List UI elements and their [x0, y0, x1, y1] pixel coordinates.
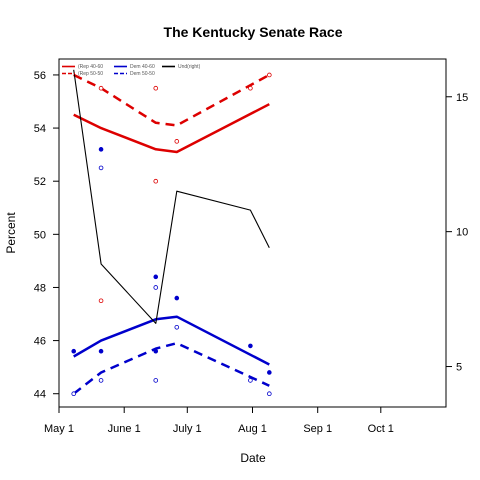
y-tick-label: 48: [34, 282, 46, 294]
series-lines: [72, 69, 270, 395]
data-point: [153, 378, 159, 383]
data-point: [248, 85, 253, 91]
data-point: [98, 378, 104, 383]
data-point: [98, 147, 104, 152]
series-line-4: [72, 341, 270, 395]
data-point: [248, 378, 253, 383]
y-axis-label: Percent: [4, 212, 18, 254]
data-point: [267, 391, 272, 397]
chart-title: The Kentucky Senate Race: [164, 24, 343, 40]
data-point: [153, 85, 159, 91]
data-point: [153, 285, 159, 290]
y2-axis: 5 10 15: [445, 92, 468, 374]
data-point: [153, 348, 159, 354]
x-tick-label: Aug 1: [238, 423, 267, 435]
legend-label: Dem 50-50: [130, 71, 155, 77]
data-point: [71, 348, 77, 354]
x-axis: May 1 June 1 July 1 Aug 1 Sep 1 Oct 1: [44, 406, 394, 435]
x-tick-label: July 1: [173, 423, 202, 435]
x-axis-label: Date: [240, 451, 266, 465]
data-point: [174, 295, 180, 301]
x-tick-label: June 1: [108, 423, 141, 435]
scatter-points: [71, 72, 272, 397]
data-point: [98, 85, 104, 91]
series-line-1: [73, 103, 270, 154]
legend-label: (Rep 40-60: [78, 64, 103, 70]
y-axis: 44 46 48 50 52 54 56: [34, 70, 60, 401]
data-point: [153, 178, 159, 184]
data-point: [71, 391, 77, 397]
y2-tick-label: 15: [456, 92, 468, 104]
series-line-2: [73, 73, 270, 127]
y2-tick-label: 5: [456, 362, 462, 374]
x-tick-label: Oct 1: [368, 423, 394, 435]
data-point: [98, 348, 104, 354]
legend-label: (Rep 50-50: [78, 71, 103, 77]
data-point: [267, 370, 272, 375]
data-point: [267, 72, 272, 78]
y-tick-label: 56: [34, 70, 46, 82]
data-point: [153, 274, 159, 280]
y2-tick-label: 10: [456, 227, 468, 239]
y-tick-label: 44: [34, 389, 46, 401]
series-line-3: [73, 315, 270, 366]
legend-label: Dem 40-60: [130, 64, 155, 70]
y-tick-label: 50: [34, 229, 46, 241]
data-point: [174, 139, 180, 144]
series-line-5: [73, 69, 270, 324]
x-tick-label: May 1: [44, 423, 74, 435]
x-tick-label: Sep 1: [303, 423, 332, 435]
data-point: [98, 298, 104, 304]
y-tick-label: 52: [34, 176, 46, 188]
data-point: [248, 343, 253, 349]
y-tick-label: 54: [34, 123, 46, 135]
data-point: [174, 325, 180, 330]
y-tick-label: 46: [34, 336, 46, 348]
legend-label: Und(right): [178, 64, 201, 70]
data-point: [98, 165, 104, 171]
